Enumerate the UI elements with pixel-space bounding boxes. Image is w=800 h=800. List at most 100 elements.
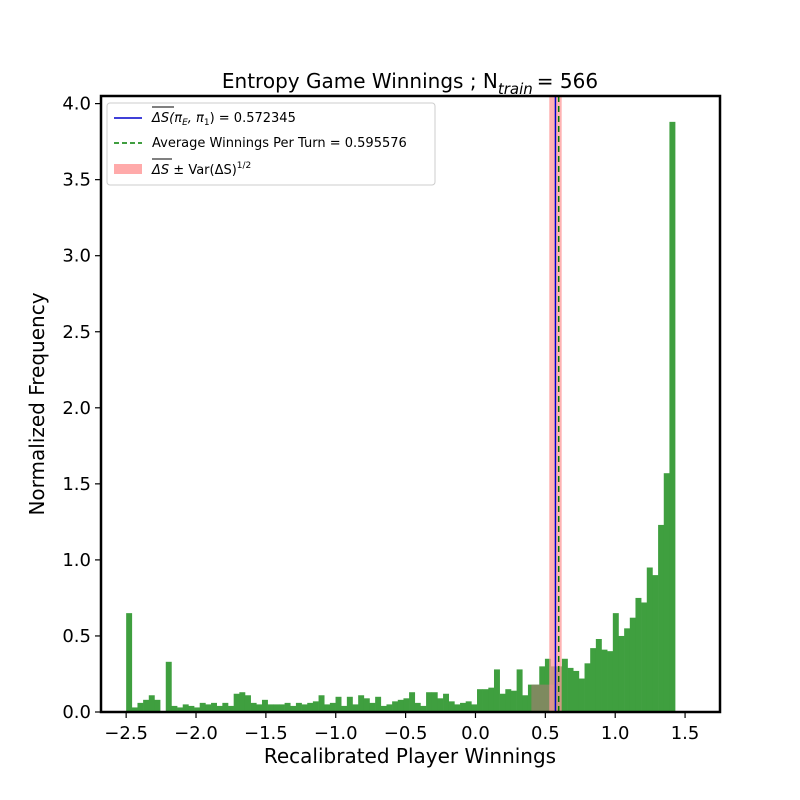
histogram-bar [409, 692, 416, 712]
histogram-bar [318, 695, 325, 712]
histogram-bar [380, 705, 387, 712]
histogram-bar [171, 705, 178, 712]
x-axis-ticks: −2.5 −2.0 −1.5 −1.0 −0.5 0.0 0.5 1.0 1.5 [104, 712, 699, 744]
y-tick-label: 2.5 [62, 322, 91, 343]
histogram-bar [618, 635, 625, 712]
histogram-bar [216, 705, 223, 712]
histogram-bar [431, 692, 438, 712]
histogram-bar [165, 661, 172, 712]
y-tick-label: 3.5 [62, 170, 91, 191]
x-tick-label: 1.5 [671, 723, 700, 744]
histogram-bar [341, 705, 348, 712]
histogram-bar [329, 702, 336, 712]
histogram-bar [205, 704, 212, 712]
histogram-bar [403, 698, 410, 712]
histogram-bar [437, 698, 444, 712]
x-tick-label: 0.5 [531, 723, 560, 744]
histogram-bar [426, 692, 433, 712]
histogram-bar [324, 704, 331, 712]
histogram-bar [578, 678, 585, 712]
x-tick-label: −2.0 [174, 723, 218, 744]
y-tick-label: 1.0 [62, 550, 91, 571]
legend-band-rest: ± Var(ΔS) [169, 163, 237, 178]
histogram-bar [177, 707, 184, 712]
histogram-bar [233, 693, 240, 712]
legend-label-band: ΔS ± Var(ΔS)1/2 [151, 161, 251, 178]
x-tick-label: −0.5 [384, 723, 428, 744]
x-tick-label: −1.0 [314, 723, 358, 744]
histogram-bar [561, 658, 568, 712]
histogram-bar [488, 687, 495, 712]
histogram-bar [448, 701, 455, 712]
histogram-bar [595, 638, 602, 712]
legend-box [106, 102, 436, 186]
histogram-bar [414, 702, 421, 712]
histogram-bar [199, 702, 206, 712]
histogram-bar [386, 704, 393, 712]
legend-mean-end: ) = 0.572345 [210, 111, 296, 126]
x-tick-label: 0.0 [461, 723, 490, 744]
histogram-bar [629, 617, 636, 712]
histogram-bar [527, 684, 534, 712]
x-tick-label: 1.0 [601, 723, 630, 744]
plot-area [126, 96, 676, 712]
legend-mean-sub2: 1 [204, 118, 210, 128]
histogram-bar [641, 602, 648, 712]
histogram-bar [460, 702, 466, 712]
histogram-bar [194, 707, 201, 712]
overlay-bar [531, 684, 554, 712]
y-tick-label: 4.0 [62, 94, 91, 115]
legend-band-symbol: ΔS [151, 163, 169, 178]
histogram-bar [369, 702, 376, 712]
y-axis-ticks: 0.0 0.5 1.0 1.5 2.0 2.5 3.0 3.5 4.0 [62, 94, 101, 723]
histogram-bar [284, 702, 291, 712]
histogram-bar [375, 696, 382, 712]
legend-label-mean: ΔS(πE, π1) = 0.572345 [151, 111, 296, 128]
histogram-bar [267, 704, 274, 712]
histogram-bar [420, 705, 427, 712]
legend-band-sup: 1/2 [237, 161, 251, 171]
histogram-bar [363, 698, 370, 712]
histogram-bar [273, 704, 280, 712]
histogram-bar [499, 693, 506, 712]
histogram-bar [510, 690, 517, 712]
histogram-bar [612, 613, 619, 712]
histogram-bar [397, 699, 404, 712]
histogram-bars [126, 121, 676, 712]
histogram-bar [211, 702, 217, 712]
histogram-bar [148, 695, 155, 712]
histogram-bar [278, 704, 285, 712]
histogram-bar [658, 524, 665, 712]
y-tick-label: 0.5 [62, 626, 91, 647]
histogram-bar [522, 695, 529, 712]
histogram-bar [669, 121, 676, 712]
histogram-bar [290, 705, 297, 712]
histogram-bar [256, 704, 263, 712]
histogram-bar [137, 702, 144, 712]
histogram-bar [352, 704, 359, 712]
y-tick-label: 3.0 [62, 246, 91, 267]
histogram-bar [244, 695, 251, 712]
legend-mean-args: (π [169, 111, 182, 126]
histogram-bar [261, 699, 268, 712]
y-tick-label: 0.0 [62, 702, 91, 723]
histogram-bar [250, 702, 257, 712]
histogram-bar [652, 575, 659, 712]
legend-patch-band [114, 164, 142, 174]
x-tick-label: −2.5 [104, 723, 148, 744]
y-tick-label: 2.0 [62, 398, 91, 419]
y-axis-label: Normalized Frequency [25, 292, 49, 515]
histogram-bar [465, 701, 472, 712]
chart-title-subscript: train [498, 80, 533, 98]
chart-title-value: = 566 [537, 69, 598, 93]
histogram-bar [590, 648, 597, 712]
histogram-bar [295, 702, 302, 712]
histogram-bar [505, 689, 512, 712]
x-axis-label: Recalibrated Player Winnings [264, 744, 556, 768]
histogram-bar [663, 473, 670, 712]
histogram-bar [573, 670, 580, 712]
histogram-bar [392, 701, 399, 712]
x-tick-label: −1.5 [244, 723, 288, 744]
histogram-bar [646, 567, 653, 712]
